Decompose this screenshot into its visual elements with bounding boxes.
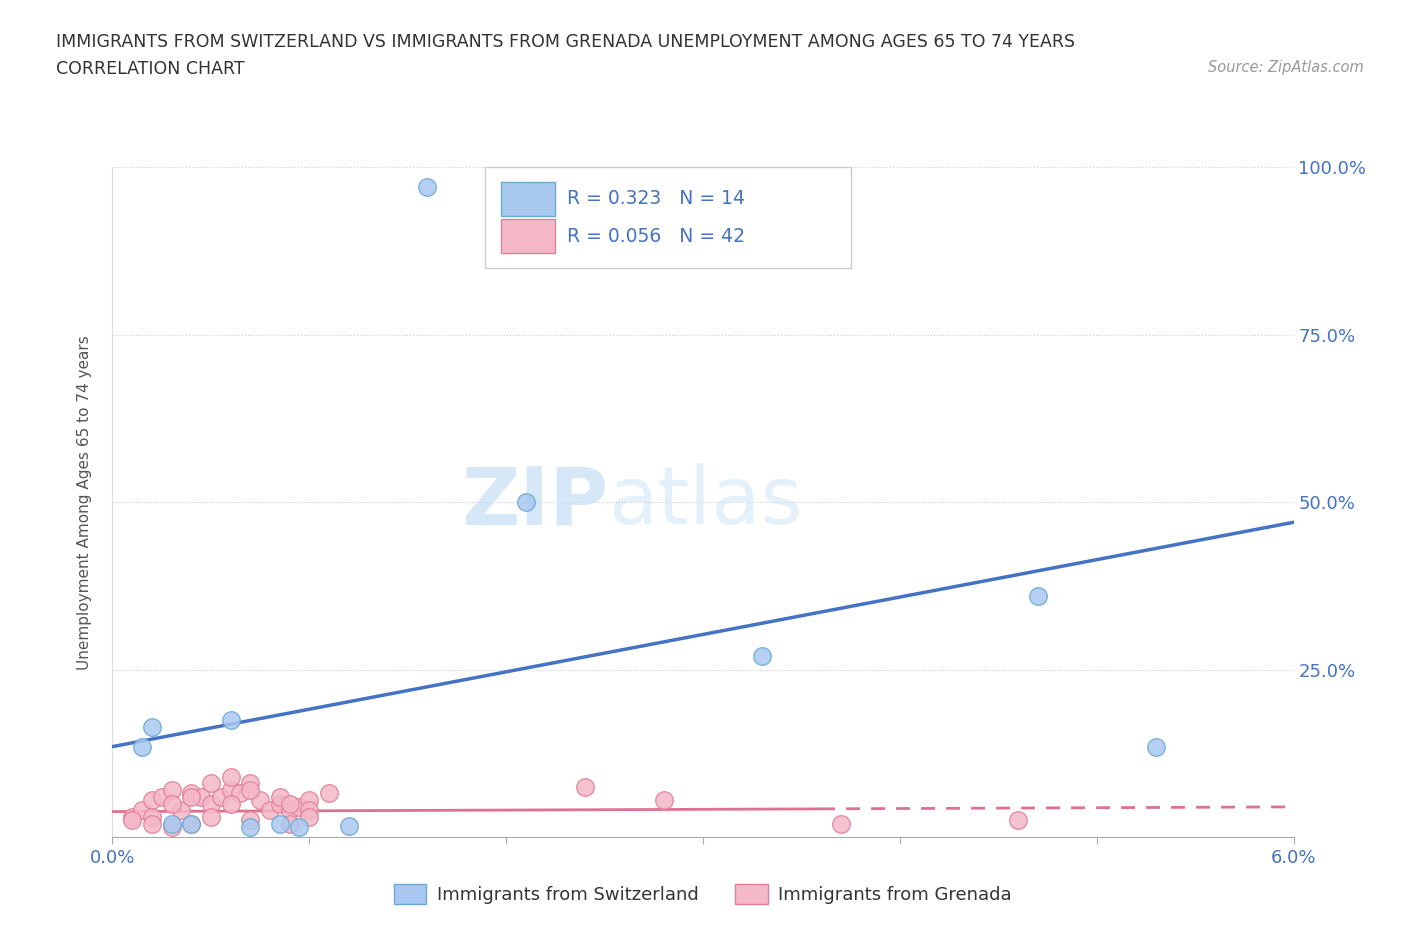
Point [180,817,202,831]
Point [150,790,173,804]
Point [298,792,321,807]
Point [278,803,301,817]
Text: IMMIGRANTS FROM SWITZERLAND VS IMMIGRANTS FROM GRENADA UNEMPLOYMENT AMONG AGES 6: IMMIGRANTS FROM SWITZERLAND VS IMMIGRANT… [56,33,1076,50]
Text: atlas: atlas [609,463,803,541]
Point [269,817,291,831]
Point [200,796,222,811]
Point [269,790,291,804]
Point [269,796,291,811]
Point [160,817,183,831]
Point [652,792,675,807]
Point [239,776,262,790]
Point [751,649,773,664]
Point [278,817,301,831]
Point [209,790,232,804]
Text: ZIP: ZIP [461,463,609,541]
Text: R = 0.323   N = 14: R = 0.323 N = 14 [567,190,745,208]
Point [830,817,852,831]
Point [160,796,183,811]
Point [200,776,222,790]
Point [121,809,143,824]
Point [239,813,262,828]
Point [239,783,262,798]
Point [249,792,271,807]
Legend: Immigrants from Switzerland, Immigrants from Grenada: Immigrants from Switzerland, Immigrants … [387,876,1019,911]
Point [219,712,242,727]
Point [160,783,183,798]
Point [259,803,281,817]
Point [337,818,360,833]
FancyBboxPatch shape [501,181,555,216]
Point [288,800,311,815]
Point [298,803,321,817]
Point [180,786,202,801]
Point [239,819,262,834]
Point [1007,813,1029,828]
Point [121,813,143,828]
Point [574,779,596,794]
Point [131,739,153,754]
Point [515,495,537,510]
Point [141,792,163,807]
Point [180,790,202,804]
Point [1026,589,1049,604]
Text: R = 0.056   N = 42: R = 0.056 N = 42 [567,227,745,246]
Point [200,809,222,824]
Point [219,769,242,784]
Text: CORRELATION CHART: CORRELATION CHART [56,60,245,78]
Point [131,803,153,817]
Point [180,817,202,831]
Point [219,796,242,811]
Text: Source: ZipAtlas.com: Source: ZipAtlas.com [1208,60,1364,75]
Point [170,803,193,817]
Point [141,719,163,734]
FancyBboxPatch shape [501,219,555,254]
Point [190,790,212,804]
Point [288,819,311,834]
Point [141,817,163,831]
Point [1144,739,1167,754]
Point [160,819,183,834]
Point [318,786,340,801]
Point [219,783,242,798]
Point [229,786,252,801]
Y-axis label: Unemployment Among Ages 65 to 74 years: Unemployment Among Ages 65 to 74 years [77,335,91,670]
Point [278,796,301,811]
Point [298,809,321,824]
Point [416,180,439,195]
Point [141,809,163,824]
FancyBboxPatch shape [485,167,851,268]
